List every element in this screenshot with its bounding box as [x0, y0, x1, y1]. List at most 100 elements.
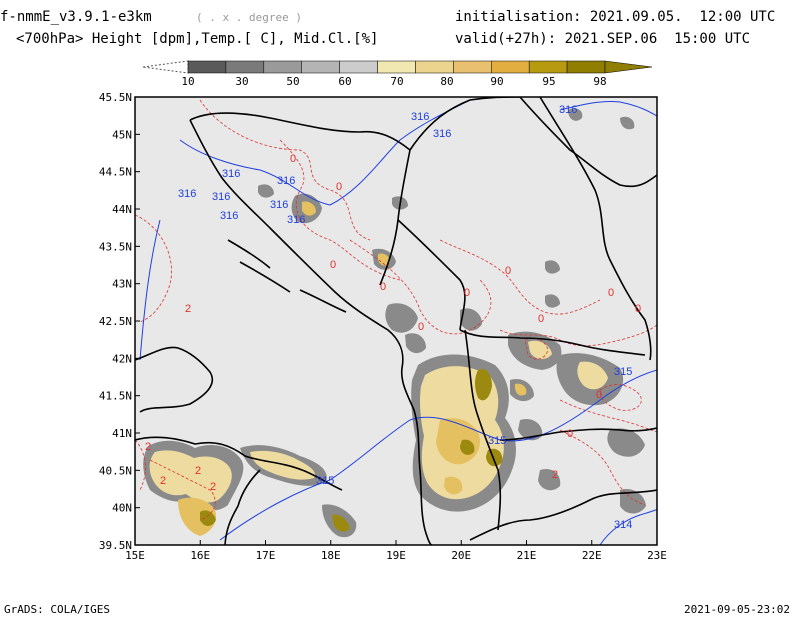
colorbar-label: 98	[593, 75, 606, 88]
footer-timestamp: 2021-09-05-23:02	[684, 603, 790, 616]
height-label: 315	[316, 475, 334, 487]
coast-adriatic-east	[189, 119, 433, 545]
temp-label: 2	[185, 303, 191, 315]
colorbar-swatch	[263, 60, 302, 74]
colorbar-label: 60	[338, 75, 351, 88]
temp-contour-6	[499, 324, 657, 347]
temp-label: 0	[330, 259, 336, 271]
cloud-patch-albania-5	[460, 439, 475, 455]
cloud-patch-montenegro-6	[545, 260, 560, 274]
coast-islands-3	[299, 289, 347, 313]
cloud-patch-east-2	[528, 340, 552, 360]
cloud-patch-montenegro-4	[460, 308, 482, 331]
height-label: 316	[212, 191, 230, 203]
variables-description: <700hPa> Height [dpm],Temp.[ C], Mid.Cl.…	[16, 31, 379, 47]
temp-label: 2	[552, 469, 558, 481]
lat-tick-label: 45.5N	[99, 91, 132, 104]
height-label: 316	[411, 111, 429, 123]
colorbar-label: 95	[542, 75, 555, 88]
height-contour-315	[219, 369, 657, 541]
colorbar-swatch	[187, 60, 227, 74]
border-albania-greece	[464, 329, 502, 531]
cloud-patch-montenegro-7	[545, 294, 560, 308]
cloud-patch-east-6	[514, 383, 527, 396]
temp-label: 0	[538, 313, 544, 325]
lat-tick-label: 41N	[112, 427, 132, 440]
coast-italy	[135, 346, 343, 545]
height-label: 316	[433, 128, 451, 140]
temp-label: 0	[290, 153, 296, 165]
border-kosovo-macedonia	[459, 329, 646, 356]
colorbar-swatch	[453, 60, 492, 74]
colorbar-swatch	[301, 60, 340, 74]
border-romania	[519, 97, 657, 188]
lon-tick-label: 15E	[125, 549, 145, 562]
colorbar-label: 90	[490, 75, 503, 88]
model-title: f-nmmE_v3.9.1-e3km	[0, 9, 152, 25]
lon-tick-label: 16E	[190, 549, 210, 562]
colorbar-swatch	[339, 60, 378, 74]
height-label: 314	[614, 519, 632, 531]
lat-tick-label: 40N	[112, 502, 132, 515]
temp-label: 0	[567, 428, 573, 440]
temp-label: 0	[608, 287, 614, 299]
colorbar-swatch	[377, 60, 416, 74]
colorbar-label: 80	[440, 75, 453, 88]
height-label: 316	[559, 104, 577, 116]
temp-label: 2	[145, 441, 151, 453]
cloud-patch-north-2	[620, 116, 635, 130]
temp-label: 0	[464, 287, 470, 299]
coast-islands-1	[227, 239, 271, 269]
lat-tick-label: 44N	[112, 203, 132, 216]
cloud-patch-east-10	[518, 418, 543, 441]
initialisation-time: initialisation: 2021.09.05. 12:00 UTC	[455, 9, 776, 25]
cloud-patch-albania-4	[475, 368, 492, 401]
temp-label: 2	[160, 475, 166, 487]
temp-contour-4	[349, 239, 492, 335]
height-label: 316	[270, 199, 288, 211]
lat-tick-label: 40.5N	[99, 464, 132, 477]
colorbar-swatch	[225, 60, 265, 74]
cloud-patch-italy-5	[178, 497, 217, 536]
cloud-patch-montenegro-3	[378, 253, 390, 266]
lat-tick-label: 44.5N	[99, 166, 132, 179]
resolution-unit: ( . x . degree )	[196, 11, 302, 24]
contour-labels: 316 316 316 316 316 316 316 316 315 315 …	[145, 104, 641, 531]
border-macedonia-greece	[499, 427, 657, 441]
temp-contour-9	[149, 459, 216, 521]
lat-tick-label: 43.5N	[99, 240, 132, 253]
cloud-patch-italy-2	[149, 450, 232, 503]
temp-label: 2	[195, 465, 201, 477]
coast-greece	[469, 489, 657, 541]
cloud-cover-layer	[143, 108, 646, 538]
temp-contour-2	[199, 99, 371, 241]
colorbar-swatch	[415, 60, 454, 74]
cloud-patch-montenegro-5	[405, 333, 426, 354]
colorbar-swatch	[528, 60, 568, 74]
temp-label: 0	[418, 321, 424, 333]
temp-label: 0	[505, 265, 511, 277]
cloud-patch-east-4	[577, 361, 608, 390]
height-label: 316	[277, 175, 295, 187]
cloud-patch-east-8	[620, 488, 646, 514]
lat-tick-label: 42.5N	[99, 315, 132, 328]
cloud-patch-north-1	[568, 108, 583, 121]
temperature-contours	[135, 99, 657, 521]
valid-time: valid(+27h): 2021.SEP.06 15:00 UTC	[455, 31, 751, 47]
cloud-patch-bosnia-2	[302, 201, 316, 216]
cloud-patch-italy-4	[250, 450, 316, 480]
temp-label: 2	[210, 481, 216, 493]
cloud-patch-montenegro-1	[385, 303, 418, 333]
temp-contour-5	[439, 239, 601, 315]
cloud-patch-albania-7	[444, 476, 463, 495]
colorbar-label: 30	[235, 75, 248, 88]
height-label: 316	[178, 188, 196, 200]
height-label: 315	[614, 366, 632, 378]
height-contour-316-west	[139, 219, 161, 361]
colorbar-swatch	[491, 60, 530, 74]
lat-tick-label: 42N	[112, 352, 132, 365]
height-contour-316-ne	[559, 101, 657, 117]
coast-islands-2	[239, 261, 291, 293]
temp-label: 0	[596, 389, 602, 401]
